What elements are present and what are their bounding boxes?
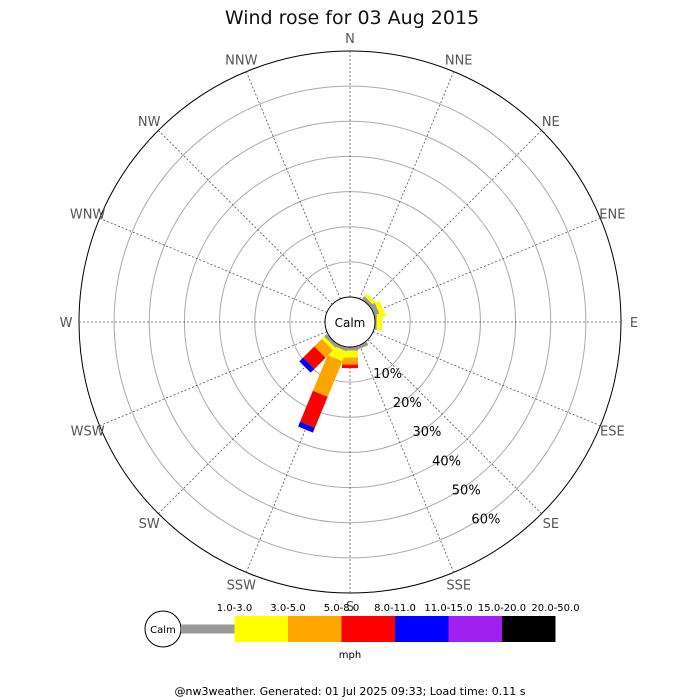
spoke-nw [158, 130, 333, 305]
petal-ssw-bin-3 [300, 390, 328, 428]
direction-label-n: N [345, 32, 355, 47]
spoke-ese [372, 331, 601, 427]
legend-label-3: 8.0-11.0 [374, 603, 416, 614]
petal-ssw-bin-2 [312, 355, 343, 397]
legend-swatch-4 [395, 616, 449, 642]
legend-swatch-6 [502, 616, 556, 642]
spoke-wsw [99, 331, 328, 427]
speed-legend: Calm mph 1.0-3.0 3.0-5.0 5.0-8.0 8.0-11.0 11… [144, 603, 580, 661]
legend-label-6: 20.0-50.0 [531, 603, 579, 614]
ring-labels: 10% 20% 30% 40% 50% 60% [373, 367, 500, 528]
direction-label-nne: NNE [445, 54, 473, 69]
spoke-ene [372, 217, 601, 313]
legend-label-2: 5.0-8.0 [324, 603, 359, 614]
legend-label-4: 11.0-15.0 [424, 603, 472, 614]
direction-label-ne: NE [542, 115, 560, 130]
petal-sw-bin-2 [314, 338, 334, 358]
petal-sw-bin-1 [321, 336, 336, 351]
spoke-sw [158, 339, 333, 514]
legend-swatch-0 [181, 624, 235, 634]
ring-10 [289, 261, 411, 383]
ring-label-60: 60% [471, 513, 500, 528]
footer-credit: @nw3weather. Generated: 01 Jul 2025 09:3… [175, 685, 526, 698]
ring-label-50: 50% [452, 483, 481, 498]
direction-label-nnw: NNW [225, 54, 257, 69]
ring-60 [113, 85, 587, 559]
petal-ssw-bin-4 [298, 421, 315, 433]
spoke-nnw [245, 71, 341, 300]
spoke-wnw [99, 217, 328, 313]
legend-calm-label: Calm [150, 625, 176, 636]
direction-label-sw: SW [139, 517, 160, 532]
spoke-ne [367, 130, 542, 305]
petal-sw-bin-3 [303, 346, 326, 369]
petal-s-bin-3 [342, 364, 358, 369]
spoke-se [367, 339, 542, 514]
legend-swatch-1 [234, 616, 288, 642]
direction-label-e: E [630, 316, 638, 331]
direction-label-s: S [346, 600, 354, 615]
direction-label-nw: NW [138, 115, 161, 130]
direction-label-w: W [60, 316, 73, 331]
spoke-nne [359, 71, 455, 300]
direction-label-ese: ESE [600, 425, 625, 440]
legend-unit: mph [339, 650, 361, 661]
legend-swatch-3 [341, 616, 395, 642]
legend-swatch-2 [288, 616, 342, 642]
direction-label-ssw: SSW [227, 578, 257, 593]
direction-label-sse: SSE [446, 578, 471, 593]
chart-title: Wind rose for 03 Aug 2015 [225, 7, 479, 29]
legend-label-1: 3.0-5.0 [270, 603, 305, 614]
direction-label-ene: ENE [599, 207, 625, 222]
ring-label-30: 30% [412, 425, 441, 440]
spoke-sse [359, 344, 455, 573]
ring-20 [254, 226, 446, 418]
calm-circle: Calm [324, 296, 376, 348]
petal-e-bin-1 [376, 314, 383, 330]
petal-ene-bin-1 [374, 301, 386, 318]
calm-label: Calm [335, 316, 366, 330]
calm-center [324, 296, 376, 348]
ring-label-10: 10% [373, 367, 402, 382]
direction-label-wsw: WSW [71, 425, 105, 440]
polar-grid [78, 50, 622, 594]
wind-petals [298, 293, 386, 433]
legend-label-0: 1.0-3.0 [217, 603, 252, 614]
legend-label-5: 15.0-20.0 [478, 603, 526, 614]
ring-label-40: 40% [432, 454, 461, 469]
direction-label-wnw: WNW [70, 207, 106, 222]
ring-50 [148, 120, 552, 524]
petal-sw-bin-0 [324, 334, 338, 348]
direction-labels: N NNE NE ENE E ESE SE SSE S SSW SW WSW W WNW NW NNW [60, 32, 639, 615]
petal-sw-bin-4 [299, 357, 315, 373]
direction-label-se: SE [543, 517, 559, 532]
legend-swatch-5 [448, 616, 502, 642]
petal-s-bin-2 [342, 357, 358, 365]
petal-e-bin-0 [375, 314, 377, 330]
ring-label-20: 20% [393, 396, 422, 411]
